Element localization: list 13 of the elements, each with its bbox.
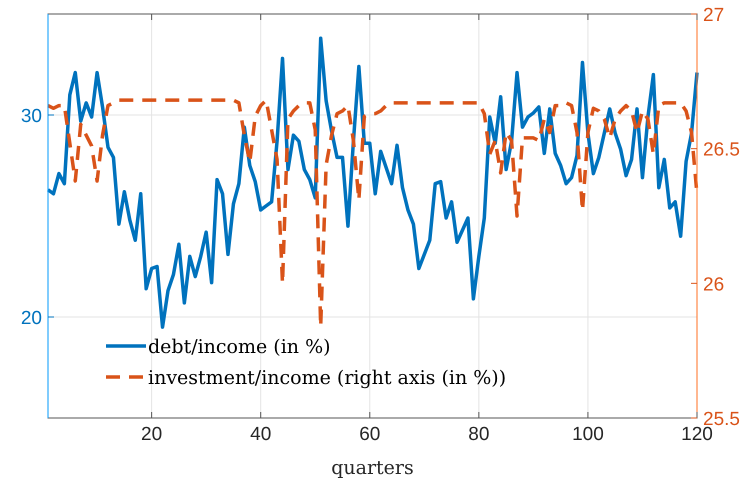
legend-label: investment/income (right axis (in %)) <box>148 367 506 389</box>
x-tick-label: 80 <box>468 424 490 445</box>
y2-tick-label: 26.5 <box>703 140 740 161</box>
y2-tick-label: 26 <box>703 274 724 296</box>
x-tick-label: 60 <box>359 424 380 445</box>
legend-label: debt/income (in %) <box>148 336 331 358</box>
x-axis-title: quarters <box>331 457 414 479</box>
y2-tick-label: 27 <box>703 5 724 26</box>
line-series <box>46 36 699 329</box>
x-tick-label: 40 <box>250 424 272 445</box>
x-tick-label: 100 <box>572 424 604 445</box>
x-tick-label: 20 <box>141 424 162 445</box>
y-tick-label: 30 <box>20 106 42 127</box>
